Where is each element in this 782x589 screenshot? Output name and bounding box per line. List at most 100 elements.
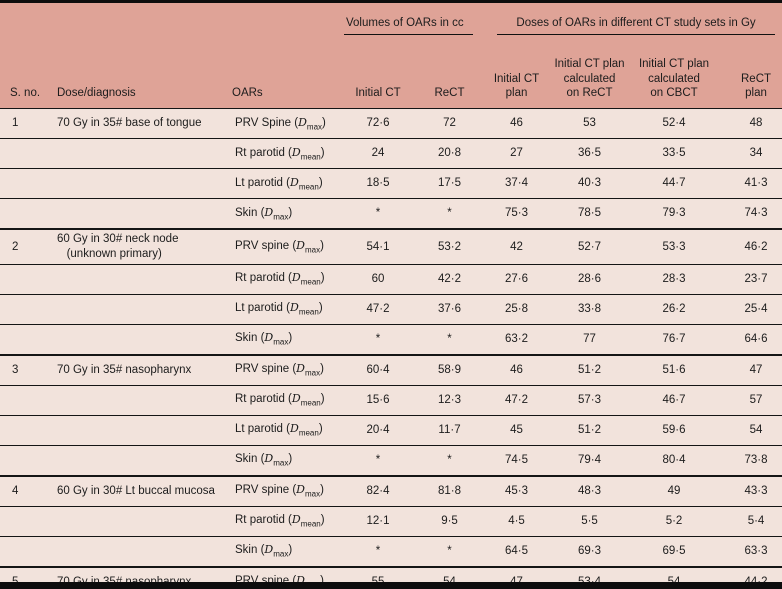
cell-serial-number bbox=[0, 386, 57, 416]
cell-value: 12·3 bbox=[437, 394, 462, 407]
cell-value: 64·5 bbox=[505, 545, 529, 558]
table-row: Skin (Dmax) * * 75·3 78·5 79·3 74·3 bbox=[0, 198, 782, 230]
group-header-volumes-label: Volumes of OARs in cc bbox=[344, 17, 474, 36]
column-header-plan-on-rect: Initial CT plan calculated on ReCT bbox=[554, 58, 625, 100]
cell-value: * bbox=[375, 333, 381, 346]
cell-diagnosis bbox=[57, 139, 232, 169]
group-header-doses-label: Doses of OARs in different CT study sets… bbox=[497, 17, 776, 36]
cell-value: 17·5 bbox=[437, 177, 462, 190]
cell-oar: Rt parotid (Dmean) bbox=[235, 392, 325, 408]
cell-serial-number: 1 bbox=[12, 117, 19, 130]
cell-value: 69·3 bbox=[578, 545, 602, 558]
cell-value: 55 bbox=[371, 576, 385, 589]
cell-diagnosis bbox=[57, 295, 232, 325]
cell-value: 72 bbox=[443, 117, 456, 130]
cell-value: 27·6 bbox=[505, 273, 529, 286]
cell-value: 25·4 bbox=[744, 303, 768, 316]
column-header-dose-diagnosis: Dose/diagnosis bbox=[57, 87, 136, 100]
cell-value: 81·8 bbox=[437, 485, 462, 498]
cell-serial-number bbox=[0, 169, 57, 199]
cell-serial-number: 3 bbox=[12, 364, 19, 377]
cell-diagnosis bbox=[57, 199, 232, 230]
cell-value: 74·3 bbox=[744, 207, 768, 220]
cell-value: 54 bbox=[443, 576, 456, 589]
column-header-row: S. no. Dose/diagnosis OARs Initial CT Re… bbox=[0, 49, 782, 109]
cell-diagnosis bbox=[57, 265, 232, 295]
cell-value: 40·3 bbox=[578, 177, 602, 190]
cell-oar: Skin (Dmax) bbox=[235, 331, 293, 347]
cell-value: 53·4 bbox=[578, 576, 602, 589]
cell-value: 82·4 bbox=[366, 485, 390, 498]
cell-oar: PRV Spine (Dmax) bbox=[235, 115, 326, 131]
cell-oar: Lt parotid (Dmean) bbox=[235, 422, 323, 438]
cell-diagnosis bbox=[57, 416, 232, 446]
column-header-initial-ct-plan: Initial CT plan bbox=[493, 72, 540, 100]
column-header-oars: OARs bbox=[232, 87, 263, 100]
cell-value: 24 bbox=[371, 147, 385, 160]
table-row: Lt parotid (Dmean) 18·5 17·5 37·4 40·3 44·7 41… bbox=[0, 168, 782, 199]
table-row: Skin (Dmax) * * 64·5 69·3 69·5 63·3 bbox=[0, 536, 782, 568]
cell-value: 34 bbox=[749, 147, 763, 160]
group-header-volumes: Volumes of OARs in cc bbox=[342, 3, 485, 49]
cell-value: 44·2 bbox=[744, 576, 768, 589]
cell-oar: Rt parotid (Dmean) bbox=[235, 513, 325, 529]
table-row: 1 70 Gy in 35# base of tongue PRV Spine (D… bbox=[0, 108, 782, 139]
cell-value: 75·3 bbox=[505, 207, 529, 220]
cell-value: 36·5 bbox=[578, 147, 602, 160]
cell-oar: Skin (Dmax) bbox=[235, 452, 293, 468]
column-header-initial-ct-volume: Initial CT bbox=[355, 87, 401, 100]
table-row: Rt parotid (Dmean) 12·1 9·5 4·5 5·5 5·2 5·4 bbox=[0, 506, 782, 537]
cell-oar: Lt parotid (Dmean) bbox=[235, 175, 323, 191]
cell-value: 23·7 bbox=[744, 273, 768, 286]
table-row: Skin (Dmax) * * 74·5 79·4 80·4 73·8 bbox=[0, 445, 782, 477]
cell-serial-number bbox=[0, 325, 57, 356]
cell-value: 74·5 bbox=[505, 454, 529, 467]
cell-value: * bbox=[375, 207, 381, 220]
cell-value: 79·4 bbox=[578, 454, 602, 467]
cell-value: 15·6 bbox=[366, 394, 390, 407]
cell-value: 28·3 bbox=[662, 273, 686, 286]
cell-diagnosis: 60 Gy in 30# neck node (unknown primary) bbox=[57, 233, 179, 261]
cell-value: 37·4 bbox=[505, 177, 529, 190]
cell-value: 53·2 bbox=[437, 240, 462, 253]
cell-value: 60·4 bbox=[366, 364, 390, 377]
cell-value: 72·6 bbox=[366, 117, 390, 130]
group-header-doses: Doses of OARs in different CT study sets… bbox=[485, 3, 782, 49]
cell-diagnosis: 70 Gy in 35# nasopharynx bbox=[57, 364, 192, 377]
column-header-rect-plan: ReCT plan bbox=[741, 72, 772, 100]
cell-value: * bbox=[375, 545, 381, 558]
cell-value: 42 bbox=[510, 240, 523, 253]
oar-dose-table: Volumes of OARs in cc Doses of OARs in d… bbox=[0, 3, 782, 589]
cell-value: 47 bbox=[510, 576, 523, 589]
cell-value: 51·6 bbox=[662, 364, 686, 377]
cell-oar: PRV spine (Dmax) bbox=[235, 483, 324, 499]
table-row: Lt parotid (Dmean) 47·2 37·6 25·8 33·8 26·2 25… bbox=[0, 294, 782, 325]
cell-value: 48·3 bbox=[578, 485, 602, 498]
cell-serial-number bbox=[0, 507, 57, 537]
group-header-spacer bbox=[0, 3, 342, 49]
cell-serial-number: 4 bbox=[12, 485, 19, 498]
cell-value: 51·2 bbox=[578, 424, 602, 437]
cell-value: 73·8 bbox=[744, 454, 768, 467]
cell-diagnosis bbox=[57, 507, 232, 537]
cell-value: 79·3 bbox=[662, 207, 686, 220]
cell-value: 5·2 bbox=[665, 515, 683, 528]
column-header-s-no: S. no. bbox=[10, 87, 41, 100]
cell-value: 43·3 bbox=[744, 485, 768, 498]
cell-value: 42·2 bbox=[437, 273, 462, 286]
cell-serial-number bbox=[0, 265, 57, 295]
cell-oar: PRV spine (Dmax) bbox=[235, 574, 324, 589]
cell-value: * bbox=[447, 207, 452, 220]
cell-value: 5·4 bbox=[747, 515, 765, 528]
cell-value: 63·3 bbox=[744, 545, 768, 558]
cell-value: 52·4 bbox=[662, 117, 686, 130]
cell-value: 44·7 bbox=[662, 177, 686, 190]
cell-serial-number: 5 bbox=[12, 576, 19, 589]
cell-value: 60 bbox=[371, 273, 385, 286]
cell-value: 48 bbox=[749, 117, 763, 130]
cell-value: 53·3 bbox=[662, 240, 686, 253]
column-header-plan-on-cbct: Initial CT plan calculated on CBCT bbox=[638, 58, 710, 100]
cell-value: 52·7 bbox=[578, 240, 602, 253]
group-header-row: Volumes of OARs in cc Doses of OARs in d… bbox=[0, 3, 782, 49]
